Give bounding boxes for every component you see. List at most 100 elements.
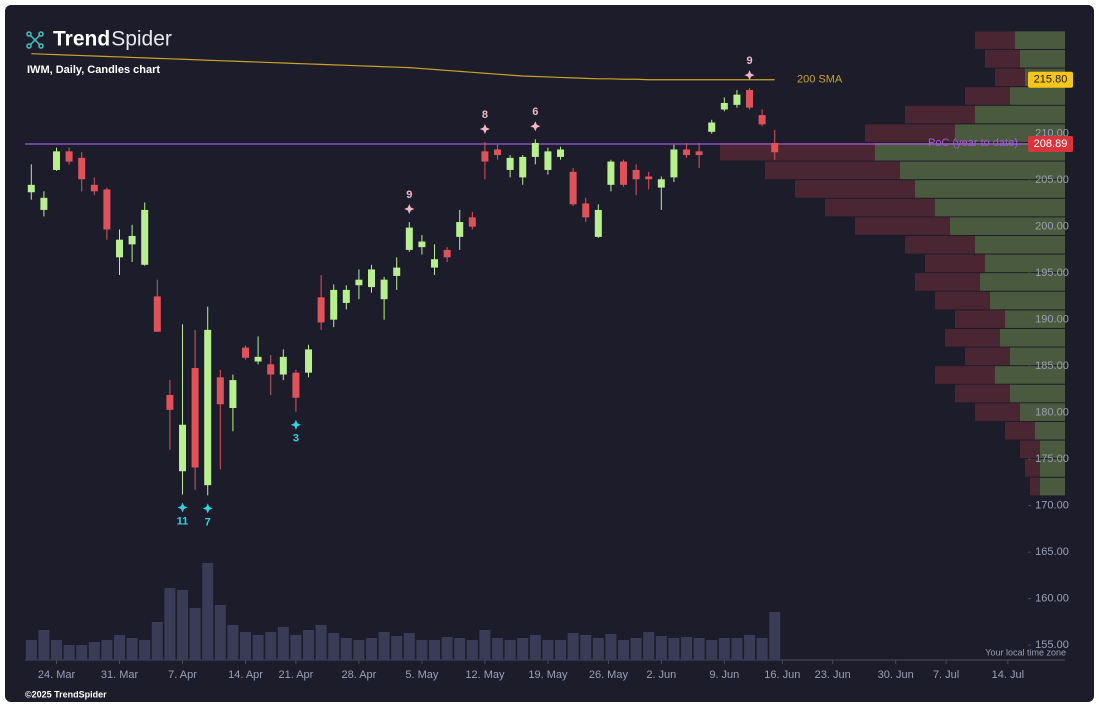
volume-bar [429, 640, 441, 660]
volume-bar [353, 640, 365, 660]
count-star [530, 121, 541, 132]
volume-bar [189, 608, 201, 660]
volume-bar [655, 636, 667, 660]
candle-body [645, 176, 653, 180]
volume-bar [378, 632, 390, 660]
volume-bar [555, 640, 567, 660]
y-tick-label: 160.00 [1035, 593, 1069, 605]
profile-down [975, 31, 1015, 49]
y-tick-label: 195.00 [1035, 267, 1069, 279]
profile-down [1005, 421, 1035, 440]
volume-bar [303, 630, 315, 660]
profile-up [1040, 459, 1065, 477]
volume-bar [479, 630, 491, 660]
candle-body [683, 149, 691, 156]
count-star [177, 502, 188, 513]
candle-body [746, 89, 754, 108]
candle-body [405, 227, 413, 250]
profile-down [935, 291, 990, 310]
count-star [290, 419, 301, 430]
candle-body [141, 209, 149, 265]
y-tick-label: 155.00 [1035, 639, 1069, 651]
profile-up [980, 273, 1065, 291]
volume-bar [277, 627, 289, 660]
candle-body [204, 329, 212, 486]
profile-down [915, 273, 980, 291]
profile-up [935, 198, 1065, 217]
candle-body [191, 368, 199, 468]
volume-bar [202, 563, 214, 660]
candle-body [65, 151, 73, 162]
profile-down [1025, 459, 1040, 477]
volume-bar [466, 640, 478, 660]
candle-body [179, 424, 187, 472]
volume-bar [693, 638, 705, 660]
x-tick-label: 24. Mar [38, 669, 76, 681]
volume-bar [126, 638, 138, 660]
volume-bar [542, 640, 554, 660]
candle-body [771, 142, 779, 153]
timezone-note: Your local time zone [985, 647, 1066, 657]
volume-bar [265, 632, 277, 660]
profile-up [995, 366, 1065, 384]
count-label: 7 [205, 516, 211, 528]
candle-body [254, 356, 262, 362]
count-star [744, 70, 755, 81]
profile-down [905, 235, 975, 254]
x-tick-label: 7. Jul [933, 669, 959, 681]
volume-bar [164, 588, 176, 660]
candle-body [267, 364, 275, 375]
profile-down [865, 124, 955, 142]
x-tick-label: 28. Apr [341, 669, 376, 681]
x-tick-label: 2. Jun [646, 669, 676, 681]
volume-bar [391, 636, 403, 660]
x-tick-label: 9. Jun [709, 669, 739, 681]
candle-body [456, 222, 464, 237]
candle-body [53, 151, 61, 170]
candle-body [494, 149, 502, 156]
count-label: 9 [406, 189, 412, 201]
volume-bar [139, 640, 151, 660]
volume-bar [252, 635, 264, 660]
candle-body [733, 94, 741, 105]
candle-body [355, 279, 363, 286]
volume-bar [38, 630, 50, 660]
poc-tag-bg [1028, 135, 1073, 152]
profile-down [825, 198, 935, 217]
panel [5, 5, 1094, 702]
candle-body [103, 189, 111, 230]
profile-up [1040, 477, 1065, 496]
count-star [202, 503, 213, 514]
candle-body [607, 161, 615, 185]
volume-bar [51, 640, 63, 660]
candle-body [481, 151, 489, 162]
volume-bar [366, 638, 378, 660]
profile-up [1000, 328, 1065, 347]
profile-up [1020, 49, 1065, 68]
candle-body [40, 197, 48, 210]
volume-bar [101, 640, 113, 660]
x-tick-label: 14. Apr [228, 669, 263, 681]
volume-bar [454, 638, 466, 660]
profile-down [985, 49, 1020, 68]
candle-body [279, 356, 287, 375]
volume-bar [706, 640, 718, 660]
candle-body [128, 235, 136, 245]
brand-bold: Trend [53, 28, 110, 51]
profile-down [955, 384, 1010, 403]
candle-body [393, 267, 401, 276]
y-tick-label: 170.00 [1035, 500, 1069, 512]
volume-bar [328, 633, 340, 660]
volume-bar [605, 634, 617, 660]
x-tick-label: 21. Apr [278, 669, 313, 681]
count-label: 6 [532, 106, 538, 118]
candle-body [531, 142, 539, 157]
profile-down [965, 347, 1010, 366]
y-tick-label: 175.00 [1035, 453, 1069, 465]
poc-tag: 208.89 [1034, 138, 1068, 150]
volume-bar [416, 640, 428, 660]
profile-down [720, 142, 875, 161]
volume-bar [517, 638, 529, 660]
profile-up [1010, 384, 1065, 403]
